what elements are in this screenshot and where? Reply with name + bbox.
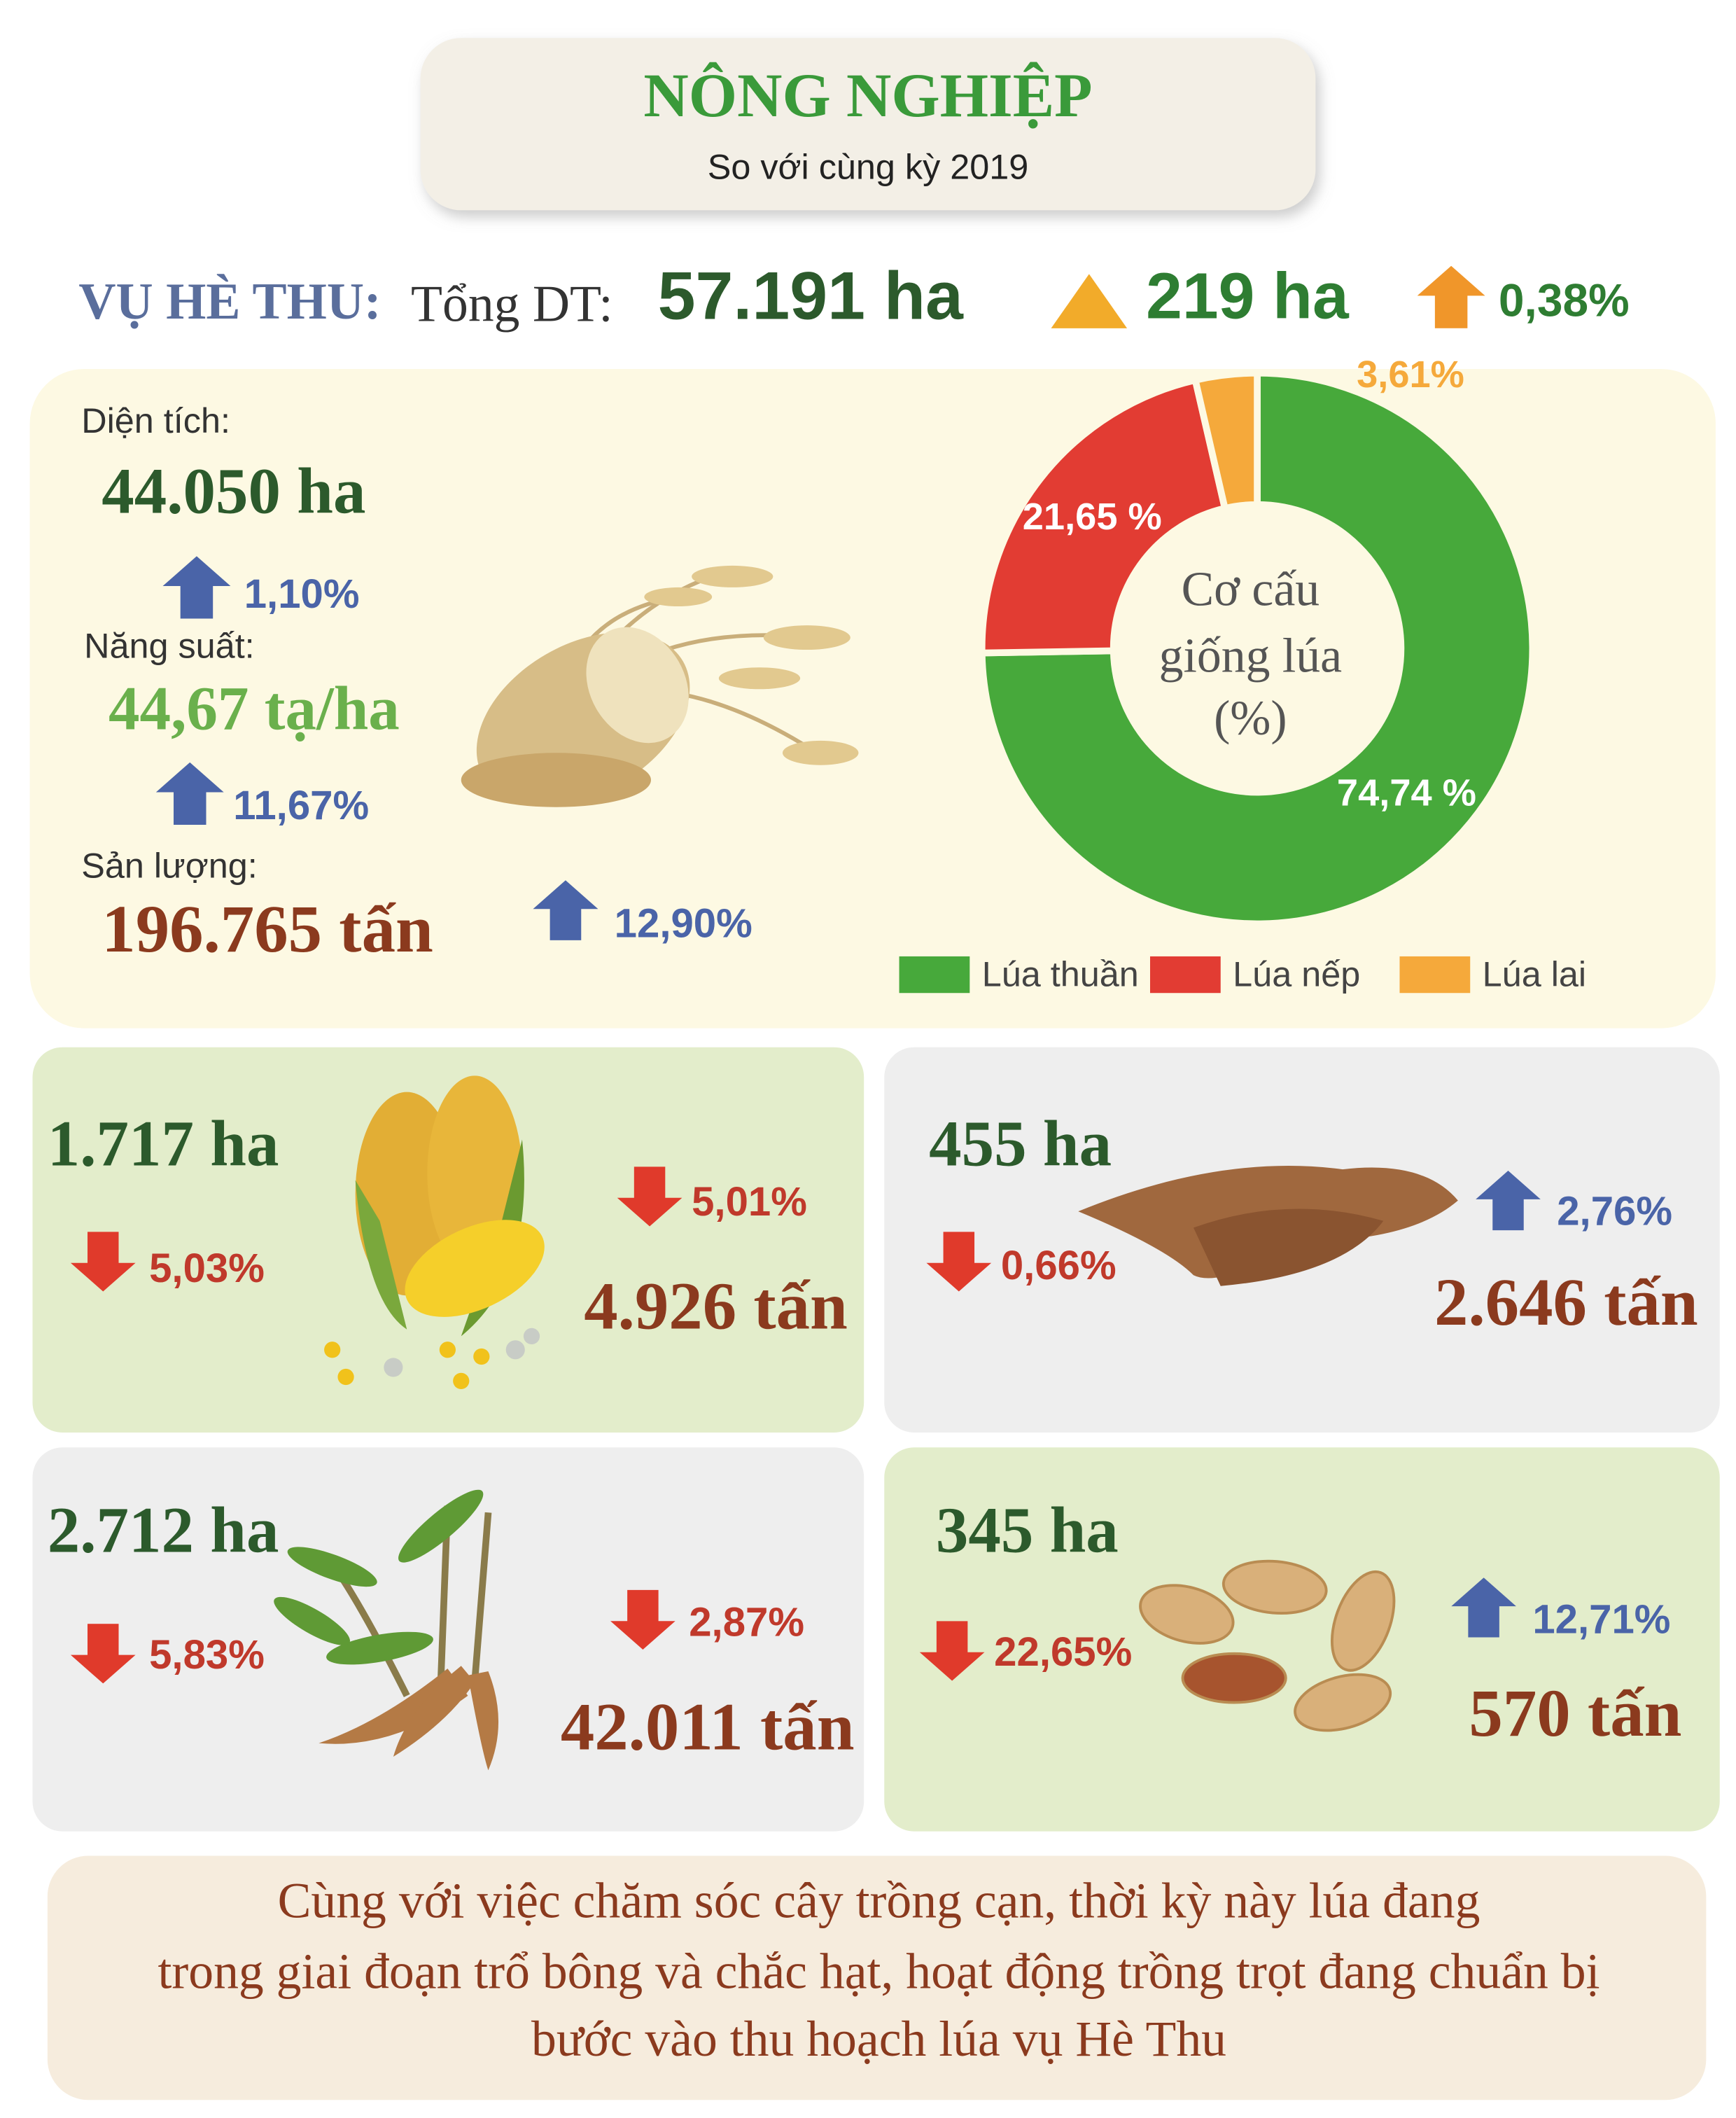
area-change: 0,66% bbox=[1001, 1243, 1116, 1288]
output-change: 2,87% bbox=[689, 1599, 804, 1645]
legend-label: Lúa lai bbox=[1483, 954, 1586, 994]
season: VỤ HÈ THU: bbox=[78, 272, 381, 330]
sweet-potato-illustration bbox=[1078, 1166, 1458, 1286]
rice-illustration bbox=[461, 565, 859, 807]
yield-change: 11,67% bbox=[233, 783, 369, 828]
footer-line: Cùng với việc chăm sóc cây trồng cạn, th… bbox=[278, 1873, 1480, 1929]
footer-box bbox=[47, 1855, 1707, 2100]
increase-icon bbox=[1051, 274, 1128, 328]
rice-output: 196.765 tấn bbox=[102, 891, 433, 966]
up-arrow bbox=[1417, 265, 1485, 328]
title: NÔNG NGHIỆP bbox=[643, 62, 1092, 130]
corn-illustration bbox=[324, 1075, 545, 1389]
area-label: Diện tích: bbox=[81, 400, 230, 440]
donut-slice bbox=[1191, 369, 1261, 513]
crop-area: 345 ha bbox=[936, 1495, 1119, 1567]
legend: Lúa thuần Lúa nếp Lúa lai bbox=[899, 954, 1586, 994]
legend-swatch bbox=[1149, 956, 1221, 994]
crop-output: 570 tấn bbox=[1469, 1675, 1681, 1750]
crop-area: 1.717 ha bbox=[48, 1108, 279, 1180]
donut-slice bbox=[978, 376, 1229, 657]
total-percent: 0,38% bbox=[1499, 274, 1630, 326]
area-change: 22,65% bbox=[994, 1629, 1132, 1675]
crop-output: 4.926 tấn bbox=[584, 1269, 848, 1344]
rice-area: 44.050 ha bbox=[102, 455, 365, 527]
area-change: 5,03% bbox=[149, 1246, 265, 1291]
crop-texts: 1.717 ha 5,03% 5,01% 4.926 tấn 455 ha 0,66% 2,… bbox=[48, 1108, 1698, 1764]
output-change: 12,71% bbox=[1532, 1597, 1670, 1643]
output-label: Sản lượng: bbox=[81, 845, 258, 885]
chart-title: giống lúa bbox=[1159, 629, 1342, 683]
rice-yield: 44,67 tạ/ha bbox=[108, 675, 400, 744]
output-change: 5,01% bbox=[692, 1179, 807, 1225]
subtitle: So với cùng kỳ 2019 bbox=[708, 146, 1029, 186]
yield-label: Năng suất: bbox=[84, 625, 255, 665]
chart-title: Cơ cấu bbox=[1182, 563, 1320, 617]
peanut-card bbox=[884, 1447, 1720, 1832]
total-area: 57.191 ha bbox=[658, 258, 964, 334]
value-label: 3,61% bbox=[1357, 354, 1464, 396]
cassava-card bbox=[32, 1447, 864, 1832]
peanut-illustration bbox=[1139, 1559, 1396, 1732]
header-box bbox=[420, 38, 1316, 211]
total-label: Tổng DT: bbox=[411, 275, 613, 333]
crop-area: 2.712 ha bbox=[48, 1495, 279, 1567]
footer-line: bước vào thu hoạch lúa vụ Hè Thu bbox=[531, 2011, 1226, 2067]
crop-output: 2.646 tấn bbox=[1434, 1264, 1698, 1339]
area-change: 1,10% bbox=[244, 571, 360, 617]
total-increase: 219 ha bbox=[1146, 260, 1350, 333]
value-label: 74,74 % bbox=[1337, 772, 1476, 814]
legend-swatch bbox=[899, 956, 970, 994]
crop-area: 455 ha bbox=[929, 1108, 1112, 1180]
chart-title: (%) bbox=[1214, 692, 1287, 746]
legend-label: Lúa nếp bbox=[1233, 954, 1360, 994]
output-change: 2,76% bbox=[1557, 1188, 1672, 1234]
output-change: 12,90% bbox=[615, 901, 752, 947]
legend-label: Lúa thuần bbox=[982, 954, 1139, 994]
area-change: 5,83% bbox=[149, 1632, 265, 1678]
value-label: 21,65 % bbox=[1023, 496, 1162, 538]
donut-chart: 74,74 % 21,65 % 3,61% bbox=[978, 354, 1536, 928]
crop-output: 42.011 tấn bbox=[561, 1689, 855, 1764]
footer-line: trong giai đoạn trổ bông và chắc hạt, ho… bbox=[158, 1943, 1600, 1999]
legend-swatch bbox=[1399, 956, 1471, 994]
donut-slice bbox=[978, 369, 1536, 928]
cassava-illustration bbox=[274, 1489, 499, 1771]
